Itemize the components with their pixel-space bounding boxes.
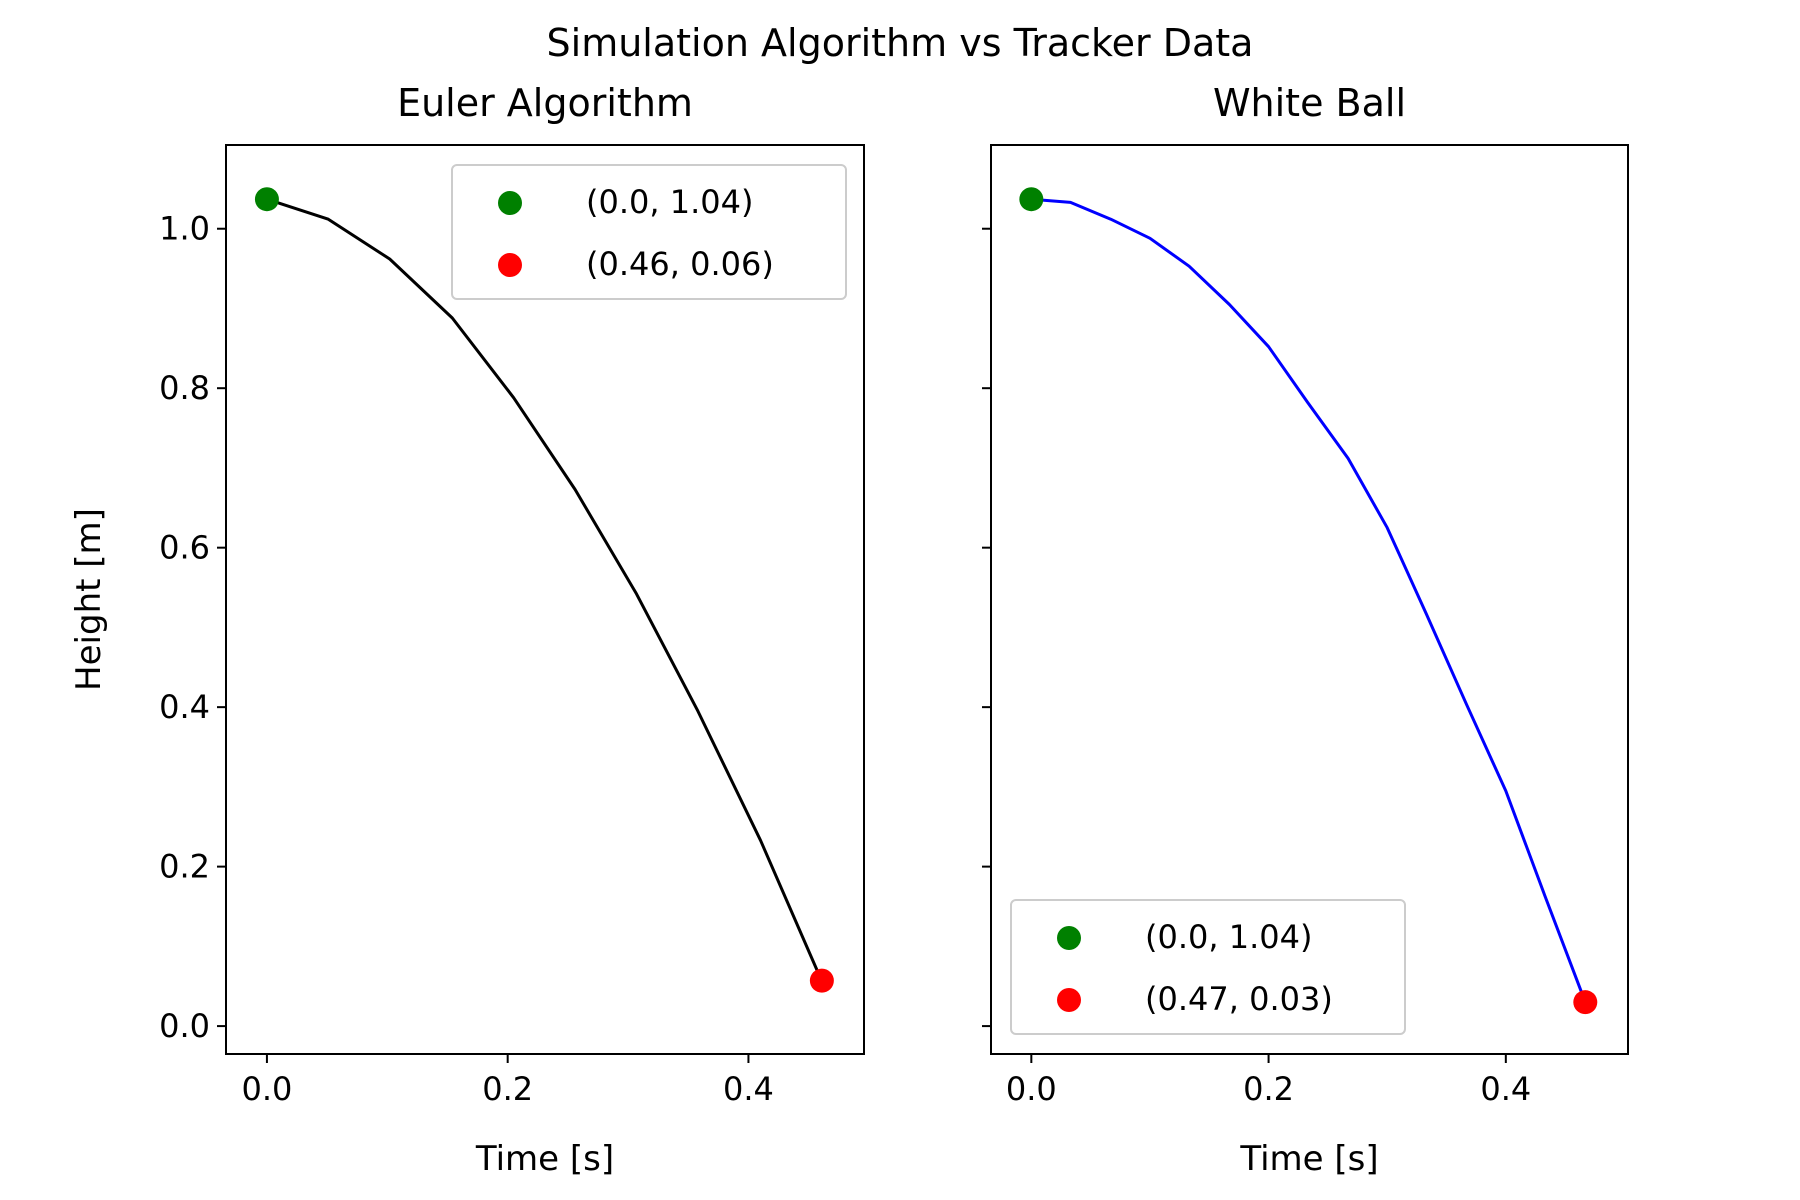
- legend-marker: [1057, 988, 1081, 1012]
- x-tick-label: 0.0: [1006, 1070, 1057, 1108]
- legend: (0.0, 1.04) (0.46, 0.06): [451, 164, 847, 300]
- figure-suptitle: Simulation Algorithm vs Tracker Data: [547, 21, 1254, 65]
- x-axis-label: Time [s]: [1239, 1139, 1378, 1179]
- start-point: [254, 187, 279, 212]
- legend-marker: [498, 253, 522, 277]
- legend-entry-label: (0.0, 1.04): [1145, 918, 1312, 956]
- x-tick-label: 0.0: [241, 1070, 292, 1108]
- y-tick-label: 0.6: [159, 529, 210, 567]
- legend-marker: [1057, 926, 1081, 950]
- subplot-1: Euler Algorithm 0.0 0.2 0.4 0.0 0.2 0.4 0.6 0.8 1…: [69, 81, 865, 1179]
- axes-frame: [225, 144, 865, 1055]
- series-line-1: [1031, 197, 1587, 1003]
- y-tick-label: 0.0: [159, 1007, 210, 1045]
- legend: (0.0, 1.04) (0.47, 0.03): [1010, 899, 1406, 1035]
- end-point: [1573, 990, 1598, 1015]
- end-point: [809, 968, 834, 993]
- y-tick-label: 0.2: [159, 848, 210, 886]
- x-axis-label: Time [s]: [475, 1139, 614, 1179]
- legend-marker: [498, 191, 522, 215]
- subplot-title: Euler Algorithm: [397, 81, 693, 125]
- legend-box: [451, 164, 847, 300]
- legend-entry-label: (0.0, 1.04): [586, 183, 753, 221]
- legend-entry-label: (0.47, 0.03): [1145, 980, 1333, 1018]
- y-tick-label: 1.0: [159, 210, 210, 248]
- y-axis-label: Height [m]: [69, 508, 109, 691]
- x-tick-label: 0.2: [1243, 1070, 1294, 1108]
- x-tick-label: 0.2: [482, 1070, 533, 1108]
- y-tick-label: 0.4: [159, 688, 210, 726]
- legend-box: [1010, 899, 1406, 1035]
- x-tick-label: 0.4: [723, 1070, 774, 1108]
- y-tick-label: 0.8: [159, 369, 210, 407]
- axes-frame: [990, 144, 1629, 1055]
- series-line-1: [266, 197, 824, 982]
- x-tick-label: 0.4: [1480, 1070, 1531, 1108]
- start-point: [1019, 187, 1044, 212]
- subplot-title: White Ball: [1213, 81, 1406, 125]
- legend-entry-label: (0.46, 0.06): [586, 245, 774, 283]
